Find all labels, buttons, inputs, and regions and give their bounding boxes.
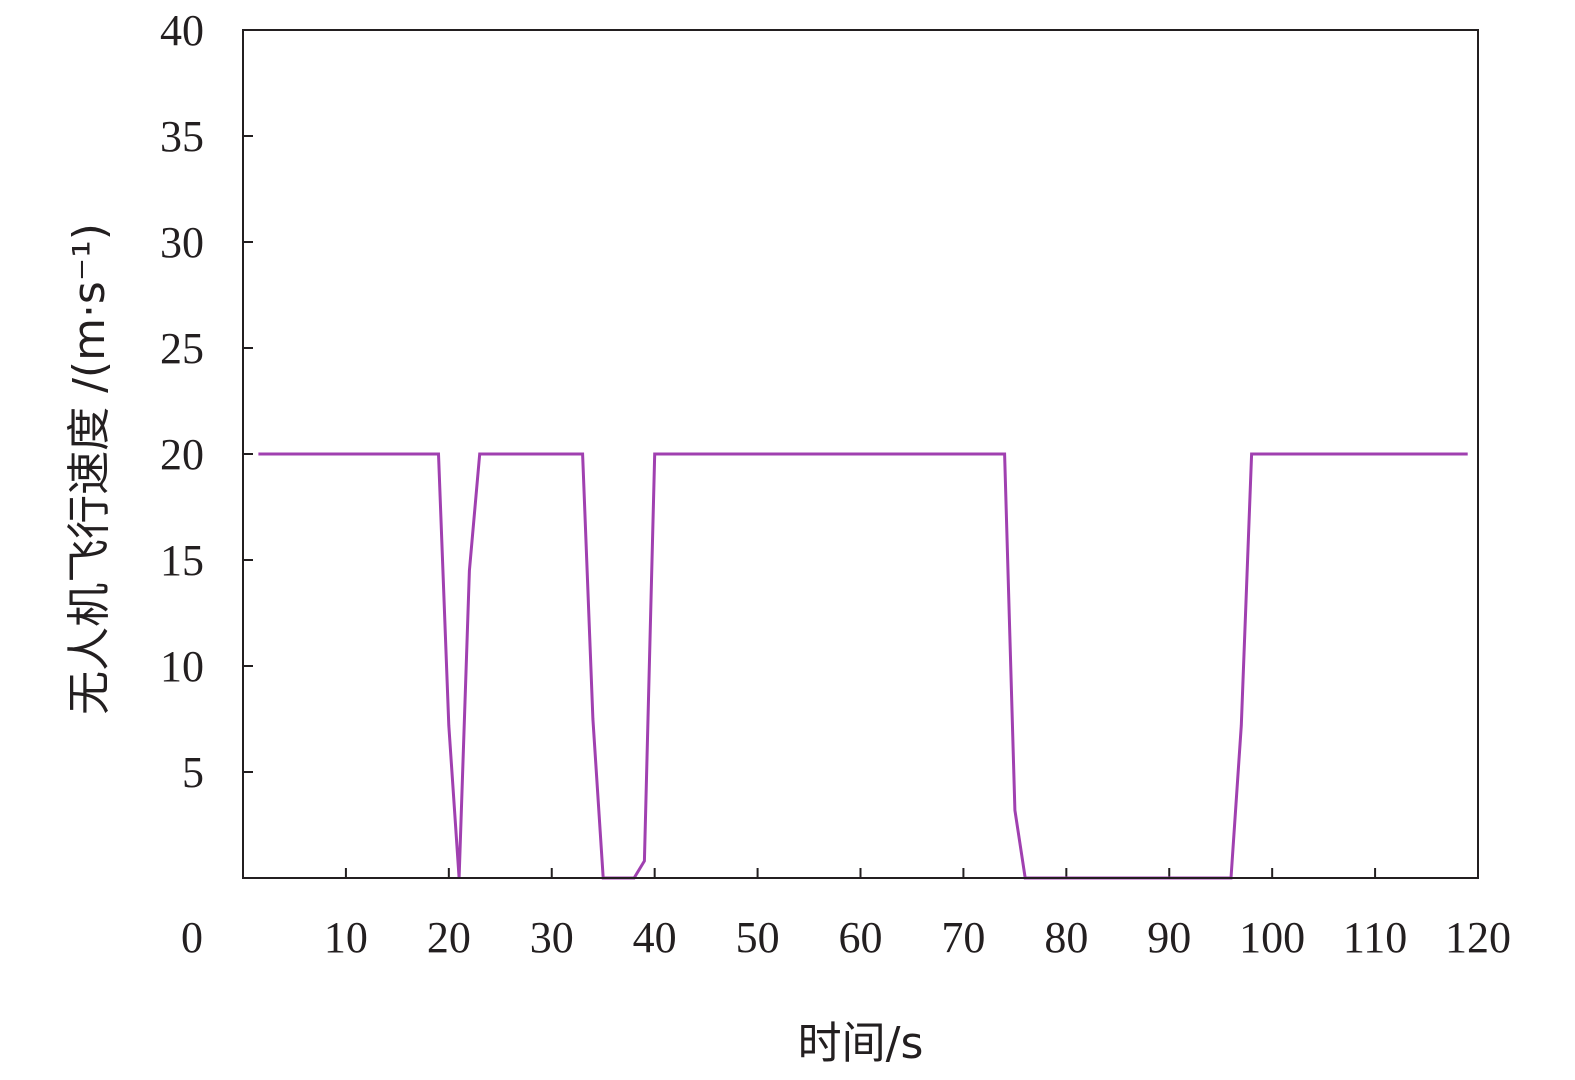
y-tick-label: 10 xyxy=(160,642,204,691)
x-tick-label: 110 xyxy=(1343,913,1407,962)
x-tick-label: 20 xyxy=(427,913,471,962)
y-tick-label: 25 xyxy=(160,324,204,373)
x-tick-label: 80 xyxy=(1044,913,1088,962)
plot-frame xyxy=(242,29,1479,879)
y-tick-label: 35 xyxy=(160,112,204,161)
x-axis-tick-labels: 10 20 30 40 50 60 70 80 90 100 110 120 xyxy=(324,913,1511,962)
x-tick-label: 60 xyxy=(839,913,883,962)
y-tick-label: 15 xyxy=(160,536,204,585)
y-axis-title: 无人机飞行速度 /(m·s⁻¹) xyxy=(64,223,115,715)
x-tick-label: 10 xyxy=(324,913,368,962)
x-tick-label: 50 xyxy=(736,913,780,962)
y-tick-label: 20 xyxy=(160,430,204,479)
speed-series-line xyxy=(258,452,1468,880)
x-axis-ticks xyxy=(344,868,1377,878)
x-tick-label: 100 xyxy=(1239,913,1305,962)
y-tick-label: 30 xyxy=(160,218,204,267)
y-axis-tick-labels: 5 10 15 20 25 30 35 40 xyxy=(160,6,204,797)
x-tick-label: 40 xyxy=(633,913,677,962)
x-tick-label: 30 xyxy=(530,913,574,962)
x-tick-label: 70 xyxy=(941,913,985,962)
y-tick-label: 40 xyxy=(160,6,204,55)
x-axis-title: 时间/s xyxy=(798,1018,924,1069)
y-axis-ticks xyxy=(243,135,253,773)
x-tick-label: 120 xyxy=(1445,913,1511,962)
origin-tick-label: 0 xyxy=(181,913,203,962)
x-tick-label: 90 xyxy=(1147,913,1191,962)
series-layer xyxy=(258,452,1468,880)
y-tick-label: 5 xyxy=(182,748,204,797)
